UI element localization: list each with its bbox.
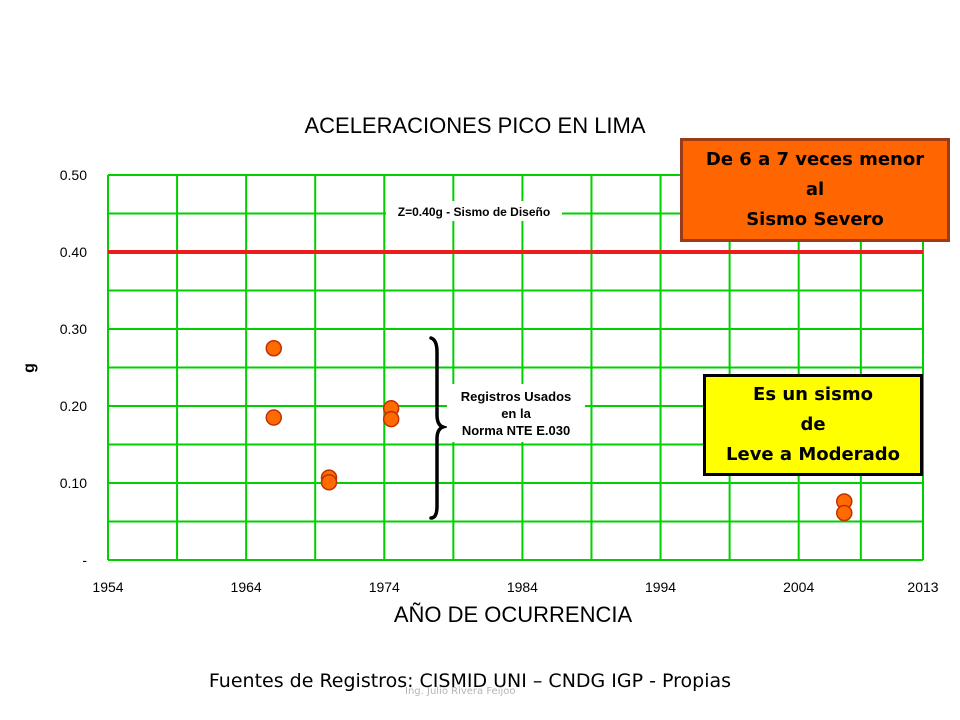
x-tick-label: 1984 <box>507 579 538 595</box>
x-tick-label: 2013 <box>907 579 938 595</box>
bracket-label-line3: Norma NTE E.030 <box>462 423 570 438</box>
x-tick-label: 1964 <box>231 579 262 595</box>
callout-leve-moderado: Es un sismo de Leve a Moderado <box>703 374 923 476</box>
x-tick-label: 1954 <box>92 579 123 595</box>
data-points <box>265 340 853 522</box>
data-point <box>265 409 283 426</box>
watermark-text: Ing. Julio Rivera Feijoo <box>405 686 516 697</box>
data-point <box>382 410 400 428</box>
y-tick-label: 0.50 <box>60 167 87 183</box>
bracket-group: Registros Usados en la Norma NTE E.030 <box>429 336 585 520</box>
bracket-label-bg <box>447 384 585 442</box>
y-tick-label: 0.10 <box>60 475 87 491</box>
x-tick-label: 1974 <box>369 579 400 595</box>
callout-leve-line3: Leve a Moderado <box>726 444 900 465</box>
x-tick-label: 1994 <box>645 579 676 595</box>
callout-leve-line2: de <box>800 414 826 435</box>
y-axis-label: g <box>21 363 38 373</box>
y-tick-label: - <box>82 552 87 568</box>
callout-severo-line1: De 6 a 7 veces menor <box>705 149 925 170</box>
bracket-label-line2: en la <box>501 406 531 421</box>
callout-sismo-severo: De 6 a 7 veces menor al Sismo Severo <box>680 138 950 242</box>
y-tick-label: 0.20 <box>60 398 87 414</box>
bracket-brace <box>429 336 449 520</box>
x-tick-label: 2004 <box>783 579 814 595</box>
chart-title: ACELERACIONES PICO EN LIMA <box>304 113 645 138</box>
bracket-label-line1: Registros Usados <box>461 389 572 404</box>
y-tick-label: 0.40 <box>60 244 87 260</box>
axis-tick-labels: 1954 1964 1974 1984 1994 2004 2013 - 0.10 0.20 0.3… <box>60 167 939 595</box>
reference-line-label: Z=0.40g - Sismo de Diseño <box>398 205 550 219</box>
data-point <box>836 504 853 522</box>
callout-severo-line2: al <box>805 179 825 200</box>
x-axis-label: AÑO DE OCURRENCIA <box>394 602 633 627</box>
reference-line-group: Z=0.40g - Sismo de Diseño <box>108 201 923 254</box>
y-tick-label: 0.30 <box>60 321 87 337</box>
data-point <box>320 473 338 491</box>
callout-leve-line1: Es un sismo <box>753 384 873 405</box>
footer-source-text: Fuentes de Registros: CISMID UNI – CNDG … <box>208 670 732 692</box>
reference-line-label-bg <box>386 201 562 221</box>
data-point <box>265 340 283 357</box>
callout-severo-line3: Sismo Severo <box>746 209 884 230</box>
